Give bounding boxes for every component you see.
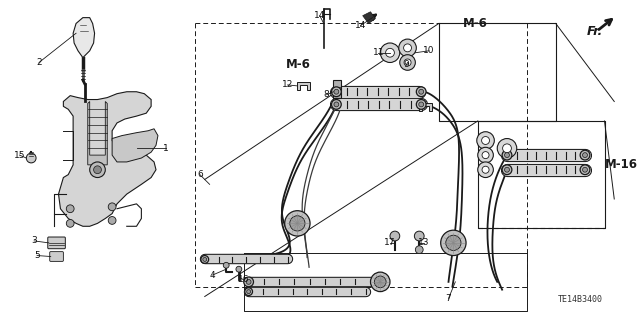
Polygon shape [73,18,95,58]
Text: 14: 14 [314,11,326,20]
Circle shape [482,166,489,173]
Circle shape [477,132,494,149]
Text: 2: 2 [36,58,42,67]
Text: 11: 11 [372,48,384,57]
Text: 15: 15 [13,151,25,160]
Circle shape [67,219,74,227]
Circle shape [290,216,305,231]
Bar [333,80,341,98]
Text: 3: 3 [31,236,37,245]
Circle shape [374,276,386,288]
Circle shape [223,262,229,268]
Text: 1: 1 [163,144,168,153]
Text: Fr.: Fr. [587,25,604,38]
Circle shape [93,166,101,174]
Text: 7: 7 [445,294,451,303]
Circle shape [502,144,511,153]
Circle shape [582,167,588,172]
Polygon shape [363,12,376,24]
Text: 17: 17 [384,238,396,247]
FancyBboxPatch shape [50,252,63,261]
Circle shape [414,231,424,241]
Text: TE14B3400: TE14B3400 [557,295,602,304]
Circle shape [580,165,590,174]
Circle shape [285,211,310,236]
Circle shape [390,231,400,241]
Circle shape [244,277,253,287]
FancyBboxPatch shape [48,237,65,249]
Circle shape [380,43,400,63]
Circle shape [67,205,74,213]
Circle shape [332,87,341,97]
Polygon shape [112,129,158,162]
Text: 16: 16 [238,275,250,285]
Polygon shape [58,92,156,226]
Circle shape [246,290,251,293]
Circle shape [244,288,253,295]
Circle shape [90,162,106,178]
Circle shape [497,138,516,158]
Text: 10: 10 [423,46,435,55]
Circle shape [108,217,116,224]
Circle shape [417,87,426,97]
Circle shape [504,167,509,172]
Circle shape [404,44,412,52]
Text: M-6: M-6 [285,58,310,71]
Circle shape [482,152,489,159]
Circle shape [246,279,251,284]
Circle shape [446,235,461,250]
Text: 8: 8 [324,90,330,99]
Circle shape [332,100,341,109]
Circle shape [399,39,417,57]
Circle shape [371,272,390,292]
Circle shape [386,48,394,57]
Circle shape [580,150,590,160]
Circle shape [404,59,411,66]
Text: 14: 14 [355,21,367,30]
Text: 6: 6 [197,170,203,179]
Text: 12: 12 [282,80,293,89]
Circle shape [477,147,493,163]
Circle shape [108,203,116,211]
Polygon shape [88,101,108,165]
Circle shape [419,89,424,94]
Circle shape [415,246,423,254]
Circle shape [201,256,209,263]
Circle shape [334,102,339,107]
Circle shape [400,55,415,70]
Circle shape [582,153,588,158]
Text: 4: 4 [210,271,216,279]
Circle shape [236,266,242,272]
Circle shape [502,165,512,174]
Text: M-6: M-6 [463,17,488,30]
Circle shape [334,89,339,94]
Circle shape [502,150,512,160]
Circle shape [504,153,509,158]
Circle shape [477,162,493,178]
Text: 5: 5 [34,251,40,260]
Text: 13: 13 [419,238,430,247]
Circle shape [203,257,207,261]
Circle shape [417,100,426,109]
Text: M-16: M-16 [605,158,637,171]
Text: 9: 9 [404,60,410,69]
Circle shape [482,137,490,145]
Polygon shape [298,82,310,90]
Circle shape [26,153,36,163]
Polygon shape [419,103,432,111]
Circle shape [441,230,466,256]
Circle shape [419,102,424,107]
